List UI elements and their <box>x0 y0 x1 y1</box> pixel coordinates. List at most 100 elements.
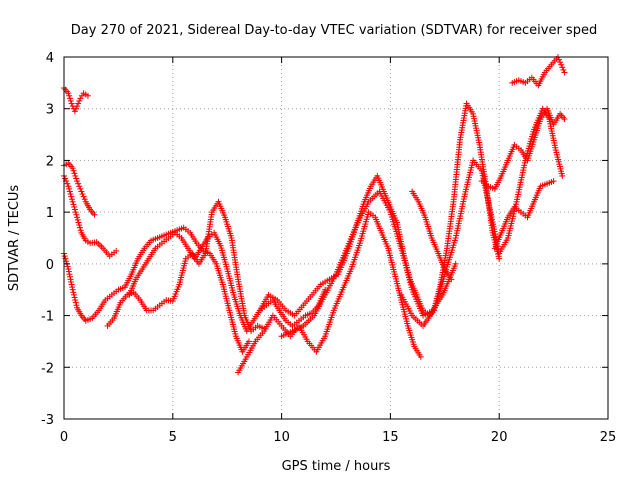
data-point-marker <box>74 216 81 223</box>
data-point-marker <box>71 294 78 301</box>
data-point-marker <box>64 263 71 270</box>
data-point-marker <box>448 276 455 283</box>
x-tick-label: 0 <box>60 430 68 445</box>
data-point-marker <box>74 103 81 110</box>
data-point-marker <box>557 59 564 66</box>
data-point-marker <box>68 278 75 285</box>
data-point-marker <box>70 289 77 296</box>
data-point-marker <box>76 183 83 190</box>
data-point-marker <box>75 180 82 187</box>
data-point-marker <box>73 302 80 309</box>
x-tick-label: 10 <box>273 430 290 445</box>
data-point-marker <box>80 193 87 200</box>
data-point-marker <box>72 299 79 306</box>
data-point-marker <box>66 95 73 102</box>
data-point-marker <box>61 253 68 260</box>
data-point-marker <box>559 64 566 71</box>
data-point-marker <box>561 116 568 123</box>
data-point-marker <box>72 209 79 216</box>
x-axis-label: GPS time / hours <box>282 459 391 474</box>
data-point-marker <box>68 100 75 107</box>
data-point-marker <box>78 188 85 195</box>
data-point-marker <box>558 61 565 68</box>
data-point-marker <box>75 219 82 226</box>
data-point-marker <box>65 183 72 190</box>
data-point-marker <box>70 291 77 298</box>
data-point-marker <box>75 100 82 107</box>
data-point-marker <box>73 175 80 182</box>
data-point-marker <box>72 105 79 112</box>
data-point-marker <box>68 281 75 288</box>
data-point-marker <box>68 196 75 203</box>
data-point-marker <box>70 201 77 208</box>
data-point-marker <box>69 165 76 172</box>
data-point-marker <box>559 172 566 179</box>
data-point-marker <box>69 198 76 205</box>
data-point-marker <box>72 172 79 179</box>
data-point-marker <box>561 69 568 76</box>
data-point-marker <box>71 203 78 210</box>
data-point-marker <box>69 286 76 293</box>
y-tick-label: 1 <box>46 206 54 221</box>
axis-ticks <box>63 56 609 420</box>
data-point-marker <box>66 92 73 99</box>
y-tick-label: 3 <box>46 103 54 118</box>
data-point-marker <box>76 97 83 104</box>
data-point-marker <box>72 297 79 304</box>
data-point-marker <box>84 92 91 99</box>
y-tick-label: 2 <box>46 154 54 169</box>
y-tick-label: -1 <box>41 310 54 325</box>
y-axis-label: SDTVAR / TECUs <box>7 185 22 292</box>
data-point-marker <box>67 97 74 104</box>
data-point-marker <box>417 353 424 360</box>
y-tick-label: -2 <box>41 361 54 376</box>
data-point-marker <box>68 193 75 200</box>
data-point-marker <box>66 271 73 278</box>
data-point-marker <box>113 247 120 254</box>
data-point-marker <box>81 196 88 203</box>
plot-area-frame <box>63 56 609 420</box>
data-point-marker <box>67 191 74 198</box>
data-point-marker <box>65 268 72 275</box>
data-point-marker <box>77 227 84 234</box>
y-tick-label: 4 <box>46 51 54 66</box>
data-point-marker <box>496 255 503 262</box>
data-point-marker <box>69 284 76 291</box>
y-tick-label: -3 <box>41 413 54 428</box>
data-point-marker <box>560 66 567 73</box>
data-point-marker <box>79 191 86 198</box>
x-tick-labels: 0 5 10 15 20 25 <box>60 430 616 445</box>
x-tick-label: 20 <box>491 430 508 445</box>
chart-title: Day 270 of 2021, Sidereal Day-to-day VTE… <box>71 23 597 38</box>
data-points <box>61 54 568 376</box>
data-point-marker <box>73 211 80 218</box>
data-point-marker <box>67 276 74 283</box>
data-point-marker <box>91 211 98 218</box>
data-point-marker <box>556 56 563 63</box>
data-point-marker <box>62 175 69 182</box>
x-tick-label: 5 <box>169 430 177 445</box>
data-point-marker <box>77 185 84 192</box>
data-point-marker <box>71 170 78 177</box>
grid-lines <box>64 57 608 419</box>
data-point-marker <box>245 338 252 345</box>
data-point-marker <box>64 180 71 187</box>
data-point-marker <box>65 266 72 273</box>
data-point-marker <box>70 167 77 174</box>
data-point-marker <box>76 224 83 231</box>
data-point-marker <box>66 185 73 192</box>
data-point-marker <box>74 214 81 221</box>
data-point-marker <box>62 255 69 262</box>
x-tick-label: 15 <box>382 430 399 445</box>
data-point-marker <box>76 222 83 229</box>
data-point-marker <box>66 273 73 280</box>
data-point-marker <box>71 206 78 213</box>
data-point-marker <box>71 108 78 115</box>
y-tick-label: 0 <box>46 258 54 273</box>
data-point-marker <box>66 188 73 195</box>
data-point-marker <box>452 260 459 267</box>
data-point-marker <box>65 90 72 97</box>
data-point-marker <box>550 178 557 185</box>
x-tick-label: 25 <box>600 430 617 445</box>
